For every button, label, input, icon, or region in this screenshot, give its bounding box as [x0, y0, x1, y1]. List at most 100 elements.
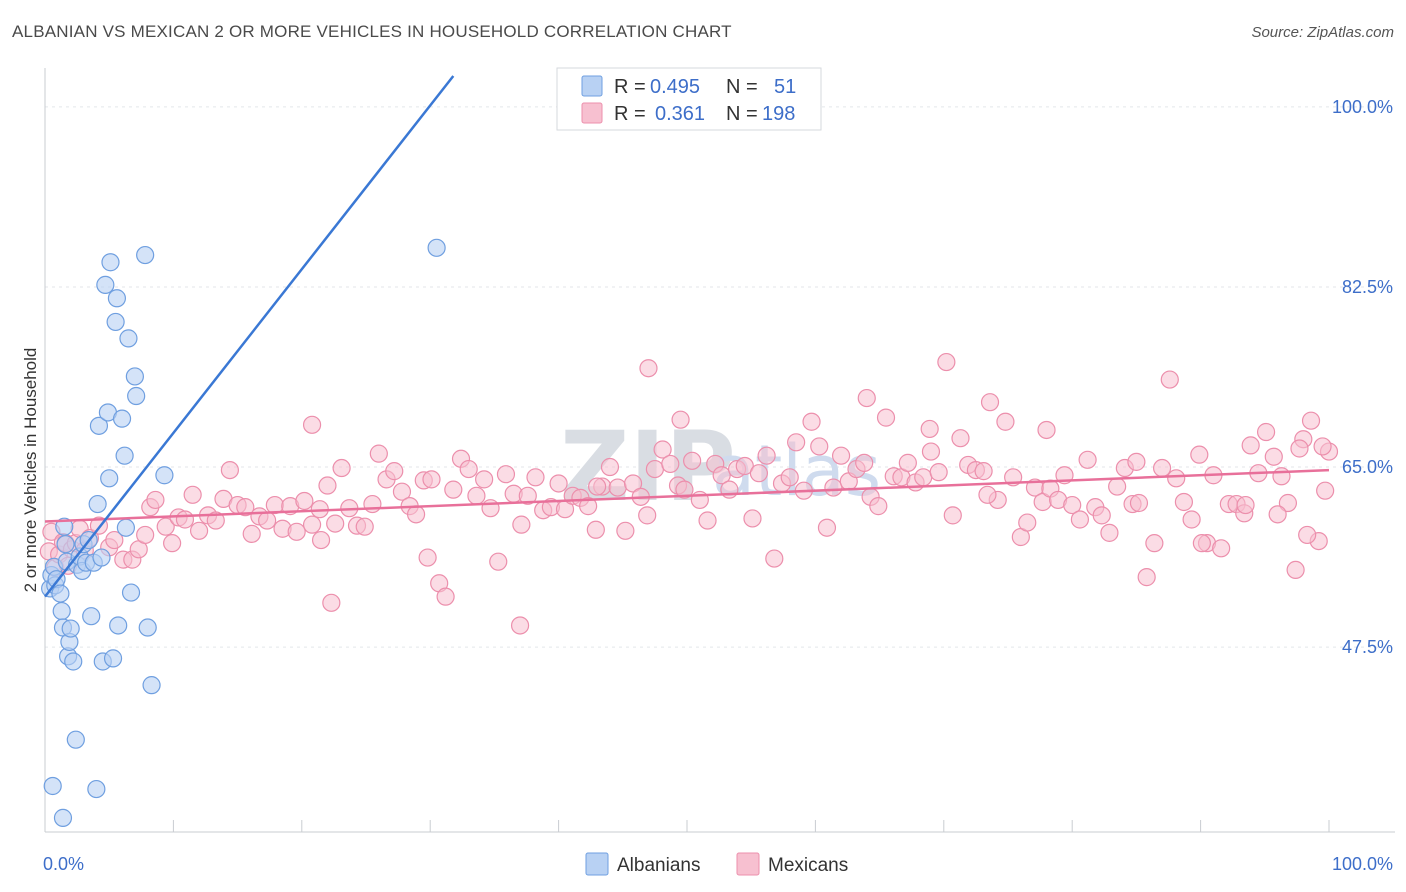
mexican-point [996, 412, 1015, 431]
mexican-point [206, 511, 225, 530]
mexican-point [735, 456, 754, 476]
mexican-point [876, 408, 896, 427]
albanian-point [82, 607, 101, 626]
mexican-r-value: 0.361 [655, 103, 705, 125]
mexican-point [1268, 505, 1287, 524]
y-tick-label-1: 65.0% [1342, 457, 1393, 477]
albanian-point [155, 466, 174, 485]
mexican-point [156, 517, 175, 536]
albanian-point [119, 329, 138, 348]
mexican-point [765, 549, 784, 568]
mexican-point [1070, 510, 1090, 529]
mexican-point [406, 505, 426, 524]
mexican-point [616, 521, 635, 540]
mexican-point [929, 463, 948, 482]
mexican-point [496, 465, 516, 484]
chart-title: ALBANIAN VS MEXICAN 2 OR MORE VEHICLES I… [12, 22, 732, 41]
mexican-point [355, 517, 374, 536]
albanian-n-value: 51 [774, 76, 796, 98]
mexican-point [1152, 458, 1172, 478]
mexican-point [512, 515, 531, 534]
albanian-point [125, 367, 144, 386]
mexican-point [1278, 493, 1298, 513]
mexican-point [623, 474, 643, 493]
mexican-point [1212, 539, 1231, 558]
mexican-point [824, 478, 843, 497]
mexicans-trend-line [44, 468, 1330, 523]
mexican-point [974, 462, 993, 481]
mexican-point [1127, 452, 1146, 471]
mexican-point [236, 498, 255, 517]
mexican-point [1241, 436, 1260, 455]
mexican-point [787, 433, 806, 452]
mexican-r-label: R = [614, 103, 646, 125]
albanian-point [116, 518, 135, 537]
mexican-point [459, 459, 478, 479]
mexican-point [937, 352, 956, 372]
albanian-n-label: N = [726, 76, 758, 98]
tick-labels: 47.5% 65.0% 82.5% 100.0% 0.0% 100.0% [43, 97, 1393, 874]
mexican-point [1264, 447, 1283, 466]
albanian-point [112, 409, 132, 428]
mexican-point [802, 412, 821, 431]
mexican-point [136, 525, 155, 545]
mexican-point [363, 494, 382, 514]
mexican-point [743, 509, 762, 528]
mexican-point [1182, 510, 1201, 529]
mexican-point [526, 468, 545, 487]
albanian-point [115, 446, 134, 465]
albanian-point [66, 730, 85, 749]
mexican-point [183, 485, 202, 504]
mexican-point [588, 477, 607, 496]
y-tick-label-2: 82.5% [1342, 277, 1393, 297]
mexican-point [302, 515, 322, 534]
mexican-point [1108, 477, 1127, 496]
mexican-point [518, 486, 537, 505]
mexican-point [855, 453, 874, 472]
mexican-point [175, 510, 195, 529]
mexican-point [489, 552, 508, 571]
y-tick-label-3: 100.0% [1332, 97, 1393, 117]
x-tick-label-1: 100.0% [1332, 854, 1393, 874]
mexican-point [857, 388, 876, 408]
albanian-point [61, 619, 80, 638]
albanian-point [92, 548, 111, 567]
mexican-point [831, 446, 851, 465]
albanian-point [64, 652, 83, 671]
mexican-point [817, 518, 837, 537]
mexican-point [1290, 439, 1309, 458]
mexican-point [444, 480, 463, 499]
mexican-point [1092, 506, 1111, 525]
mexican-point [698, 511, 717, 530]
albanians-legend-label: Albanians [617, 855, 700, 876]
y-axis-label: 2 or more Vehicles in Household [21, 348, 40, 593]
mexican-point [332, 458, 351, 478]
mexican-point [1316, 481, 1335, 500]
regression-lines [44, 75, 1330, 598]
mexican-point [1286, 560, 1305, 580]
albanian-point [127, 386, 146, 406]
mexican-point [163, 534, 182, 553]
chart-source: Source: ZipAtlas.com [1251, 24, 1394, 41]
mexican-point [1078, 450, 1097, 469]
mexican-point [1129, 493, 1149, 513]
albanian-r-value: 0.495 [650, 76, 700, 98]
mexican-point [369, 444, 388, 463]
mexican-point [810, 437, 829, 456]
mexican-point [418, 548, 437, 567]
albanian-point [427, 238, 446, 257]
mexican-point [189, 521, 209, 540]
albanian-point [136, 245, 155, 265]
correlation-legend: R = 0.495 N = 51 R = 0.361 N = 198 [556, 67, 822, 131]
mexican-point [638, 506, 657, 525]
mexican-point [318, 476, 337, 495]
mexican-point [1160, 370, 1179, 389]
albanian-point [121, 583, 141, 602]
albanian-point [87, 779, 106, 799]
series-legend: Albanians Mexicans [585, 852, 848, 876]
mexican-point [920, 419, 939, 439]
mexican-point [757, 446, 776, 465]
mexican-point [639, 359, 658, 378]
mexican-point [980, 393, 1000, 412]
mexican-point [392, 482, 412, 501]
